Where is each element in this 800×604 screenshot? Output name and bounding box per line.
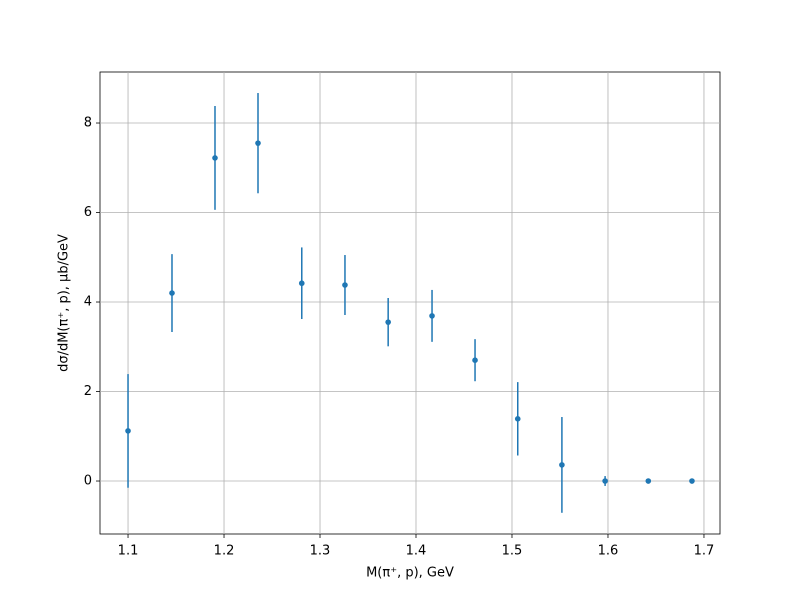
data-point <box>645 478 652 484</box>
y-tick-label: 2 <box>84 384 92 399</box>
data-point <box>385 319 391 325</box>
plot-frame <box>99 71 721 535</box>
data-point <box>342 282 348 288</box>
x-tick-label: 1.2 <box>214 544 235 559</box>
x-tick-label: 1.7 <box>694 544 715 559</box>
x-tick-label: 1.5 <box>502 544 523 559</box>
data-point <box>689 478 695 484</box>
y-tick-label: 0 <box>84 474 92 489</box>
x-tick-label: 1.6 <box>598 544 619 559</box>
data-point <box>125 428 131 434</box>
x-tick-label: 1.3 <box>310 544 331 559</box>
x-tick-label: 1.1 <box>118 544 139 559</box>
data-point <box>559 462 565 468</box>
data-point <box>472 357 478 363</box>
x-axis-label: M(π⁺, p), GeV <box>366 566 454 581</box>
y-tick-label: 6 <box>84 205 92 220</box>
data-point <box>298 280 305 287</box>
y-tick-label: 4 <box>84 295 92 310</box>
y-axis-label: dσ/dM(π⁺, p), μb/GeV <box>57 234 72 372</box>
data-point <box>602 478 608 484</box>
data-point <box>169 290 175 296</box>
data-point <box>429 313 435 319</box>
data-point <box>212 155 218 161</box>
y-tick-label: 8 <box>84 116 92 131</box>
data-point <box>255 140 261 146</box>
data-point <box>514 416 521 422</box>
x-tick-label: 1.4 <box>406 544 427 559</box>
